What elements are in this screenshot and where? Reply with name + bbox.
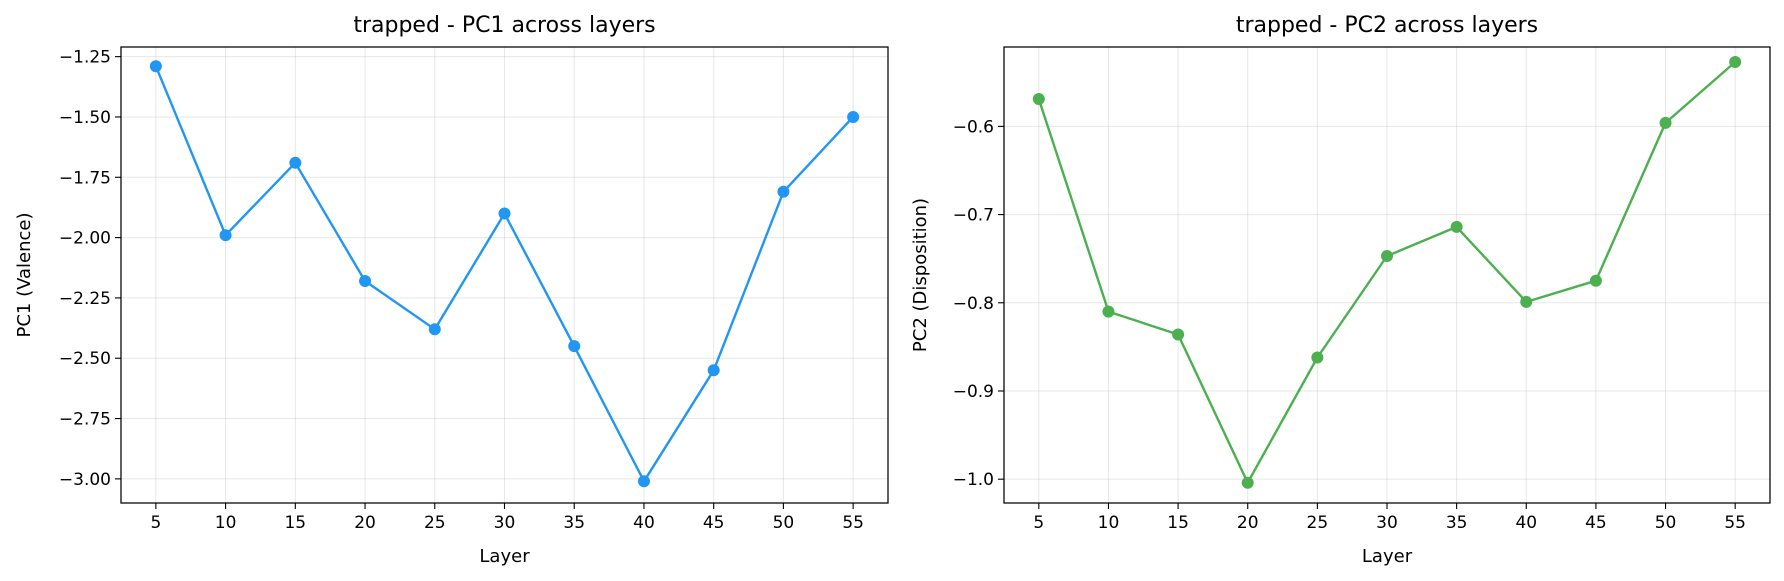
chart-pc1: 5 10 15 20 25 30 35 40 45 50 55 −1.25 −1.50 −1.75 −2.0…: [14, 13, 889, 567]
x-tick-label: 25: [424, 513, 446, 533]
x-tick-label: 45: [703, 513, 725, 533]
x-tick-label: 50: [1655, 513, 1677, 533]
x-tick-label: 50: [773, 513, 795, 533]
x-tick-label: 35: [563, 513, 585, 533]
data-point: [1311, 351, 1324, 364]
grid-pc1: [121, 47, 888, 503]
x-tick-label: 20: [354, 513, 376, 533]
x-tick-label: 10: [1098, 513, 1120, 533]
y-tick-label: −1.25: [59, 48, 111, 68]
data-point: [1729, 55, 1742, 68]
data-point: [1520, 295, 1533, 308]
series-pc1: [149, 60, 860, 488]
data-point: [1102, 305, 1115, 318]
data-point: [359, 275, 372, 288]
x-tick-label: 10: [215, 513, 237, 533]
x-tick-label: 20: [1237, 513, 1259, 533]
data-point: [1241, 476, 1254, 489]
chart-title-pc1: trapped - PC1 across layers: [353, 13, 655, 38]
grid-pc2: [1004, 47, 1770, 503]
x-tick-label: 40: [633, 513, 655, 533]
x-tick-label: 25: [1307, 513, 1329, 533]
x-tick-label: 5: [150, 513, 161, 533]
x-tick-label: 55: [842, 513, 864, 533]
y-tick-label: −2.50: [59, 349, 111, 369]
series-pc2: [1032, 55, 1742, 489]
y-tick-label: −0.6: [953, 117, 994, 137]
data-point: [707, 364, 720, 377]
x-tick-label: 30: [494, 513, 516, 533]
y-tick-label: −0.9: [953, 382, 994, 402]
y-tick-label: −0.8: [953, 294, 994, 314]
data-point: [1589, 274, 1602, 287]
y-tick-label: −2.75: [59, 410, 111, 430]
data-point: [1450, 220, 1463, 233]
data-point: [1381, 250, 1393, 263]
y-tick-label: −1.0: [953, 470, 994, 490]
y-tick-label: −1.75: [59, 168, 111, 188]
data-point: [428, 323, 441, 336]
data-point: [847, 110, 860, 123]
x-axis-label-pc1: Layer: [479, 546, 530, 567]
x-tick-label: 15: [1167, 513, 1189, 533]
y-tick-label: −2.25: [59, 289, 111, 309]
ticks-pc2: 5 10 15 20 25 30 35 40 45 50 55 −0.6 −0.7 −0.8 −0.9 −1.…: [953, 117, 1746, 533]
x-tick-label: 55: [1724, 513, 1746, 533]
data-point: [637, 475, 650, 488]
chart-pc2: 5 10 15 20 25 30 35 40 45 50 55 −0.6 −0.7 −0.8 −0.9 −1.…: [910, 13, 1771, 567]
y-axis-label-pc2: PC2 (Disposition): [910, 198, 931, 352]
x-tick-label: 45: [1585, 513, 1607, 533]
y-axis-label-pc1: PC1 (Valence): [14, 212, 35, 337]
chart-title-pc2: trapped - PC2 across layers: [1236, 13, 1538, 38]
data-point: [289, 156, 302, 169]
x-tick-label: 5: [1033, 513, 1044, 533]
data-point: [498, 207, 511, 220]
data-point: [219, 229, 232, 242]
data-point: [777, 185, 790, 198]
data-point: [1172, 328, 1185, 341]
data-point: [1659, 116, 1672, 129]
data-point: [149, 60, 162, 73]
x-axis-label-pc2: Layer: [1362, 546, 1413, 567]
y-tick-label: −0.7: [953, 206, 994, 226]
x-tick-label: 30: [1376, 513, 1398, 533]
x-tick-label: 35: [1446, 513, 1468, 533]
y-tick-label: −3.00: [59, 470, 111, 490]
data-point: [568, 340, 581, 353]
x-tick-label: 15: [284, 513, 306, 533]
data-point: [1032, 93, 1045, 106]
y-tick-label: −2.00: [59, 229, 111, 249]
y-tick-label: −1.50: [59, 108, 111, 128]
ticks-pc1: 5 10 15 20 25 30 35 40 45 50 55 −1.25 −1.50 −1.75 −2.0…: [59, 48, 864, 533]
x-tick-label: 40: [1515, 513, 1537, 533]
